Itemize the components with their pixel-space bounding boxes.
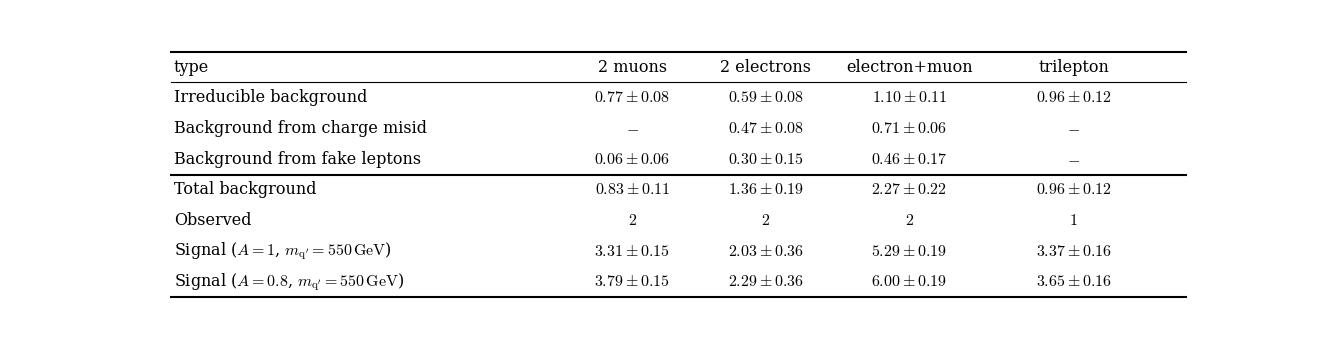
Text: Irreducible background: Irreducible background [173, 89, 367, 106]
Text: Background from fake leptons: Background from fake leptons [173, 151, 421, 168]
Text: 2 muons: 2 muons [598, 59, 667, 75]
Text: $3.65 \pm 0.16$: $3.65 \pm 0.16$ [1035, 273, 1112, 291]
Text: $2.03 \pm 0.36$: $2.03 \pm 0.36$ [728, 243, 804, 260]
Text: $0.06 \pm 0.06$: $0.06 \pm 0.06$ [594, 151, 670, 168]
Text: $2.29 \pm 0.36$: $2.29 \pm 0.36$ [728, 273, 804, 291]
Text: $0.77 \pm 0.08$: $0.77 \pm 0.08$ [594, 89, 670, 106]
Text: Background from charge misid: Background from charge misid [173, 120, 426, 137]
Text: $3.37 \pm 0.16$: $3.37 \pm 0.16$ [1035, 243, 1112, 260]
Text: $0.46 \pm 0.17$: $0.46 \pm 0.17$ [871, 151, 948, 168]
Text: trilepton: trilepton [1038, 59, 1110, 75]
Text: $1$: $1$ [1070, 212, 1078, 229]
Text: $0.96 \pm 0.12$: $0.96 \pm 0.12$ [1035, 181, 1112, 198]
Text: $0.71 \pm 0.06$: $0.71 \pm 0.06$ [871, 120, 948, 137]
Text: $0.83 \pm 0.11$: $0.83 \pm 0.11$ [594, 181, 670, 198]
Text: $0.59 \pm 0.08$: $0.59 \pm 0.08$ [728, 89, 804, 106]
Text: $6.00 \pm 0.19$: $6.00 \pm 0.19$ [871, 273, 948, 291]
Text: $2$: $2$ [904, 212, 914, 229]
Text: $3.31 \pm 0.15$: $3.31 \pm 0.15$ [594, 243, 670, 260]
Text: Observed: Observed [173, 212, 252, 229]
Text: $1.10 \pm 0.11$: $1.10 \pm 0.11$ [871, 89, 947, 106]
Text: $0.96 \pm 0.12$: $0.96 \pm 0.12$ [1035, 89, 1112, 106]
Text: electron+muon: electron+muon [846, 59, 973, 75]
Text: $3.79 \pm 0.15$: $3.79 \pm 0.15$ [594, 273, 670, 291]
Text: $-$: $-$ [1067, 120, 1080, 137]
Text: 2 electrons: 2 electrons [720, 59, 812, 75]
Text: $-$: $-$ [626, 120, 639, 137]
Text: Signal ($A = 0.8$, $m_{\mathrm{q}^{\prime}} = 550\,\mathrm{GeV}$): Signal ($A = 0.8$, $m_{\mathrm{q}^{\prim… [173, 271, 404, 293]
Text: $2.27 \pm 0.22$: $2.27 \pm 0.22$ [871, 181, 948, 198]
Text: $2$: $2$ [761, 212, 771, 229]
Text: $5.29 \pm 0.19$: $5.29 \pm 0.19$ [871, 243, 948, 260]
Text: $0.30 \pm 0.15$: $0.30 \pm 0.15$ [728, 151, 804, 168]
Text: $1.36 \pm 0.19$: $1.36 \pm 0.19$ [728, 181, 804, 198]
Text: $0.47 \pm 0.08$: $0.47 \pm 0.08$ [728, 120, 804, 137]
Text: $-$: $-$ [1067, 151, 1080, 168]
Text: Total background: Total background [173, 181, 316, 198]
Text: $2$: $2$ [628, 212, 637, 229]
Text: Signal ($A = 1$, $m_{\mathrm{q}^{\prime}} = 550\,\mathrm{GeV}$): Signal ($A = 1$, $m_{\mathrm{q}^{\prime}… [173, 240, 392, 262]
Text: type: type [173, 59, 209, 75]
